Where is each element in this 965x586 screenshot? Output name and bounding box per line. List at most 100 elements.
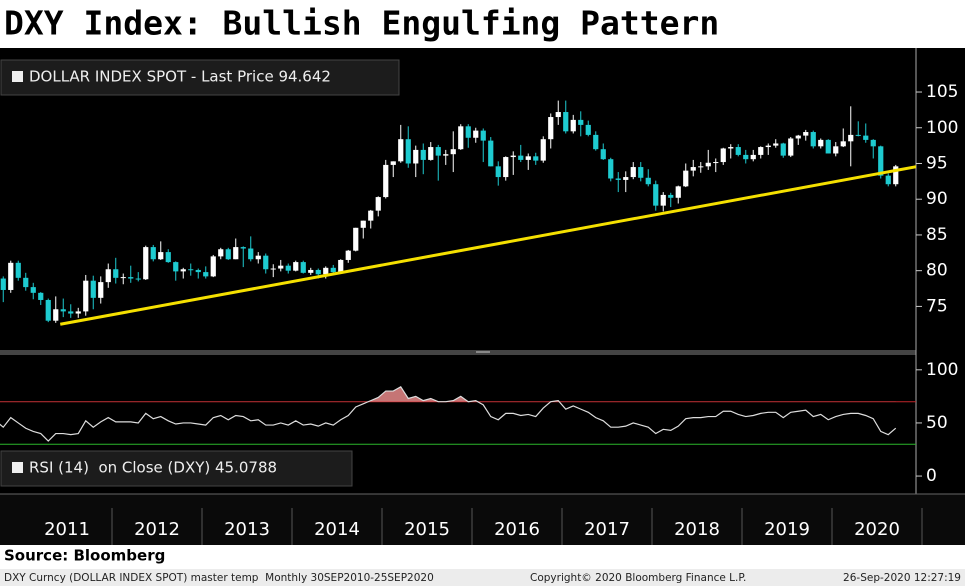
candle-body — [608, 159, 614, 179]
candle-body — [645, 177, 651, 185]
y-tick-label: 105 — [926, 82, 958, 102]
candle-body — [810, 132, 816, 147]
candle-body — [210, 256, 216, 277]
candle-body — [285, 265, 291, 271]
x-tick-label: 2013 — [224, 519, 270, 540]
candle-body — [780, 143, 786, 156]
candle-body — [788, 138, 794, 156]
x-tick-label: 2017 — [584, 519, 630, 540]
legend-label: DOLLAR INDEX SPOT - Last Price 94.642 — [29, 68, 331, 86]
price-panel — [0, 100, 916, 326]
candle-body — [375, 197, 381, 211]
candle-body — [765, 145, 771, 148]
candle-body — [458, 126, 464, 150]
candle-body — [690, 167, 696, 171]
candle-body — [428, 147, 434, 160]
x-tick-label: 2016 — [494, 519, 540, 540]
candle-body — [30, 287, 36, 293]
candle-body — [758, 147, 764, 155]
candle-body — [308, 269, 314, 273]
candle-body — [113, 269, 119, 278]
y-tick-label: 0 — [926, 466, 937, 486]
candle-body — [105, 269, 111, 283]
candle-body — [683, 170, 689, 187]
legend-swatch — [12, 462, 23, 473]
candle-body — [698, 166, 704, 168]
candle-body — [818, 139, 824, 147]
candle-body — [863, 135, 869, 140]
candle-body — [413, 149, 419, 164]
candle-body — [353, 227, 359, 251]
candle-body — [383, 164, 389, 198]
candle-body — [450, 149, 456, 155]
candle-body — [728, 147, 734, 149]
candle-body — [120, 277, 126, 279]
candle-body — [540, 139, 546, 161]
y-tick-label: 80 — [926, 261, 948, 281]
panel-divider — [0, 350, 916, 355]
candle-body — [600, 149, 606, 160]
candle-body — [473, 130, 479, 138]
candle-body — [435, 147, 441, 156]
candle-body — [593, 134, 599, 150]
candle-body — [563, 112, 569, 132]
candle-body — [615, 178, 621, 180]
x-tick-label: 2012 — [134, 519, 180, 540]
candle-body — [128, 277, 134, 279]
candle-body — [623, 177, 629, 180]
candle-body — [495, 166, 501, 178]
x-tick-label: 2020 — [854, 519, 900, 540]
candle-body — [293, 262, 299, 271]
candle-body — [585, 124, 591, 135]
candle-body — [45, 299, 51, 321]
source: Source: Bloomberg — [4, 547, 165, 565]
candle-body — [150, 247, 156, 260]
candle-body — [330, 267, 336, 273]
candle-body — [825, 139, 831, 154]
candle-body — [488, 140, 494, 167]
y-tick-label: 50 — [926, 413, 948, 433]
candle-body — [480, 130, 486, 141]
candle-body — [135, 278, 141, 280]
candle-body — [398, 139, 404, 162]
footer-description: DXY Curncy (DOLLAR INDEX SPOT) master te… — [4, 572, 434, 584]
candle-body — [870, 139, 876, 147]
footer-timestamp: 26-Sep-2020 12:27:19 — [843, 572, 961, 584]
candle-body — [465, 126, 471, 138]
y-tick-label: 90 — [926, 189, 948, 209]
axes: 75 80 85 90 95 100 105 0 50 100 2011 2012 2013 2014 20… — [44, 82, 958, 545]
legend-swatch — [12, 71, 23, 82]
candle-body — [405, 139, 411, 164]
candle-body — [878, 146, 884, 176]
candle-body — [180, 269, 186, 272]
candle-body — [518, 155, 524, 160]
candle-body — [158, 252, 164, 260]
divider-handle — [476, 351, 490, 353]
candle-body — [833, 146, 839, 154]
candle-body — [338, 259, 344, 273]
candle-body — [0, 278, 6, 290]
candle-body — [323, 267, 329, 275]
candle-body — [15, 262, 21, 278]
candle-body — [705, 162, 711, 167]
candle-body — [660, 194, 666, 206]
candle-body — [225, 249, 231, 260]
footer-copyright: Copyright© 2020 Bloomberg Finance L.P. — [530, 572, 746, 584]
candle-body — [653, 184, 659, 206]
x-tick-label: 2018 — [674, 519, 720, 540]
candle-body — [315, 269, 321, 275]
footer-bar — [0, 569, 965, 586]
candle-body — [75, 311, 81, 314]
candle-body — [555, 112, 561, 118]
candle-body — [773, 143, 779, 146]
candle-body — [360, 220, 366, 228]
candle-body — [840, 141, 846, 147]
candle-body — [750, 154, 756, 160]
candle-body — [270, 268, 276, 270]
candle-body — [233, 247, 239, 260]
candle-body — [195, 269, 201, 273]
chart-title: DXY Index: Bullish Engulfing Pattern — [4, 4, 719, 43]
candle-body — [173, 262, 179, 272]
rsi-panel — [0, 386, 916, 445]
x-axis-band — [0, 494, 965, 545]
